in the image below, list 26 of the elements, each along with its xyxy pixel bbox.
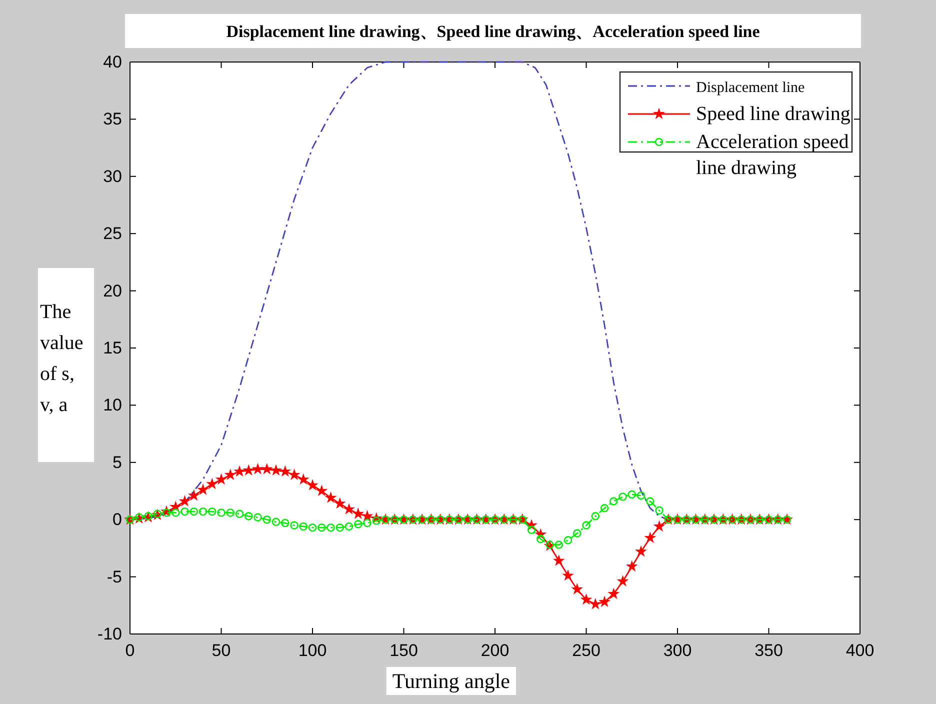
chart-title: Displacement line drawing、Speed line drawing、Acceleration speed line — [226, 22, 760, 41]
legend-label: Acceleration speed line drawing — [696, 131, 849, 179]
y-tick-label: -5 — [106, 567, 122, 586]
x-tick-label: 350 — [754, 641, 783, 660]
y-tick-label: 0 — [112, 510, 122, 530]
x-axis-title: Turning angle — [392, 669, 510, 693]
y-tick-label: 20 — [103, 281, 122, 300]
y-axis-title: The value of s, v, a — [40, 301, 84, 416]
y-tick-label: -10 — [97, 624, 122, 644]
legend-label: Displacement line — [696, 80, 806, 96]
x-tick-label: 50 — [212, 641, 231, 660]
x-tick-label: 150 — [390, 641, 418, 660]
y-tick-label: 35 — [103, 110, 122, 129]
x-tick-label: 100 — [298, 641, 327, 660]
legend-label: Speed line drawing — [696, 103, 850, 125]
y-tick-label: 25 — [103, 224, 122, 244]
x-tick-label: 250 — [572, 641, 600, 660]
y-tick-label: 30 — [103, 166, 122, 186]
y-tick-label: 15 — [103, 338, 122, 358]
x-tick-label: 0 — [125, 641, 135, 660]
y-tick-label: 5 — [112, 452, 122, 472]
x-tick-label: 200 — [480, 641, 510, 660]
y-tick-label: 10 — [103, 396, 122, 415]
x-tick-label: 300 — [663, 641, 692, 660]
x-tick-label: 400 — [846, 641, 874, 660]
y-tick-label: 40 — [103, 52, 122, 72]
